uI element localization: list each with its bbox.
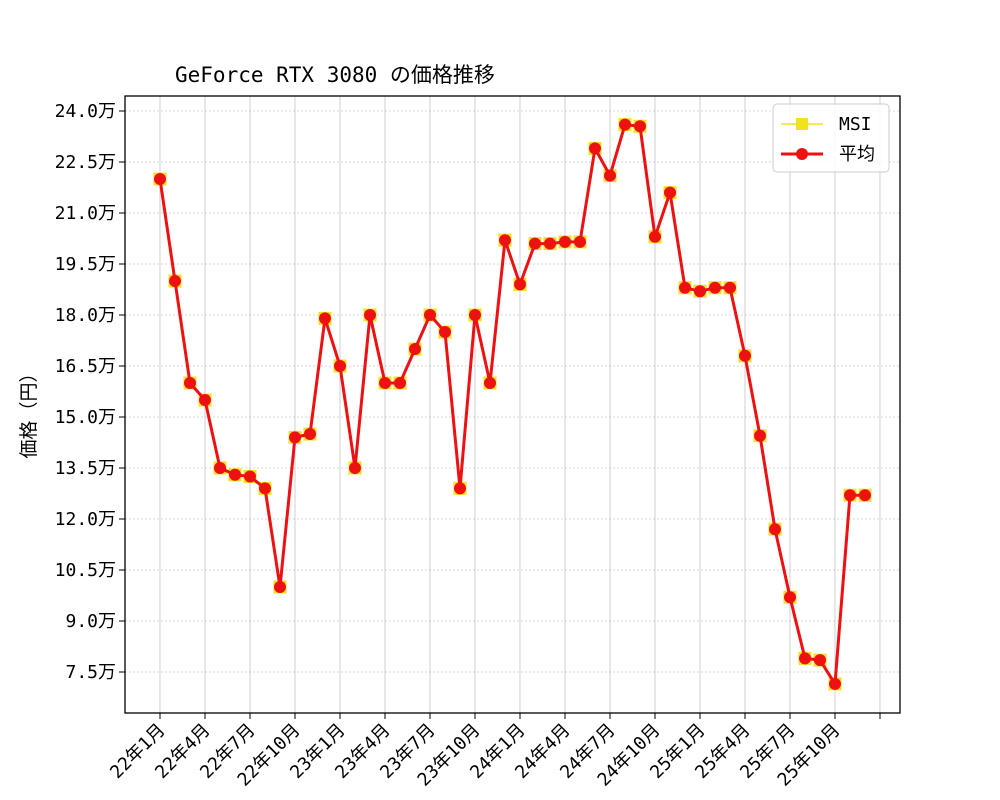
data-point-average	[679, 281, 691, 294]
data-point-average	[214, 462, 226, 474]
y-tick-label: 13.5万	[55, 458, 116, 479]
data-point-average	[739, 349, 751, 362]
data-point-average	[844, 489, 856, 502]
y-tick-label: 16.5万	[55, 356, 116, 377]
data-point-average	[709, 281, 721, 294]
x-axis-ticks: 22年1月22年4月22年7月22年10月23年1月23年4月23年7月23年1…	[106, 713, 881, 791]
y-tick-label: 12.0万	[55, 509, 116, 530]
data-point-average	[439, 326, 451, 338]
data-point-average	[544, 237, 556, 250]
data-point-average	[829, 677, 841, 690]
y-tick-label: 15.0万	[55, 407, 116, 428]
data-point-average	[469, 309, 481, 321]
data-point-average	[664, 186, 676, 199]
data-point-average	[274, 581, 286, 593]
y-tick-label: 21.0万	[55, 203, 116, 224]
data-point-average	[859, 489, 871, 502]
data-point-average	[649, 230, 661, 243]
data-point-average	[289, 431, 301, 444]
series-line-msi	[159, 123, 865, 685]
data-point-average	[184, 377, 196, 389]
data-point-average	[319, 312, 331, 325]
data-point-average	[574, 235, 586, 248]
data-point-average	[814, 654, 826, 667]
y-axis-label: 価格（円）	[18, 363, 40, 458]
legend-label-msi: MSI	[839, 114, 872, 135]
data-point-average	[454, 482, 466, 495]
y-tick-label: 19.5万	[55, 254, 116, 275]
data-point-average	[424, 309, 436, 321]
data-point-average	[799, 652, 811, 665]
series-layer	[153, 118, 872, 691]
data-point-average	[199, 394, 211, 406]
data-point-average	[499, 234, 511, 247]
data-point-average	[484, 377, 496, 389]
data-point-average	[514, 278, 526, 291]
data-point-average	[169, 275, 181, 287]
data-point-average	[589, 142, 601, 155]
data-point-average	[694, 285, 706, 298]
legend-label-average: 平均	[839, 144, 875, 165]
data-point-average	[349, 462, 361, 474]
data-point-average	[244, 470, 256, 483]
data-point-average	[754, 429, 766, 442]
legend: MSI 平均	[772, 103, 890, 173]
data-point-average	[724, 281, 736, 294]
data-point-average	[154, 173, 166, 185]
chart-title: GeForce RTX 3080 の価格推移	[175, 63, 495, 87]
data-point-average	[229, 468, 241, 481]
data-point-average	[379, 377, 391, 389]
y-tick-label: 22.5万	[55, 152, 116, 173]
y-axis-ticks: 7.5万 9.0万 10.5万 12.0万 13.5万 15.0万 16.5万 18.0万 19…	[55, 101, 125, 683]
data-point-average	[364, 309, 376, 321]
data-point-average	[409, 343, 421, 355]
y-tick-label: 7.5万	[65, 662, 116, 683]
plot-frame	[124, 95, 901, 714]
x-gridlines	[159, 96, 881, 713]
y-tick-label: 9.0万	[65, 611, 116, 632]
y-tick-label: 18.0万	[55, 305, 116, 326]
y-tick-label: 24.0万	[55, 101, 116, 122]
data-point-average	[259, 482, 271, 495]
data-point-average	[529, 237, 541, 250]
y-gridlines	[125, 110, 900, 673]
series-line-average	[158, 123, 865, 686]
data-point-average	[394, 377, 406, 389]
data-point-average	[559, 235, 571, 248]
data-point-average	[634, 120, 646, 133]
y-tick-label: 10.5万	[55, 560, 116, 581]
legend-marker-msi	[796, 118, 808, 130]
legend-marker-average	[796, 148, 808, 160]
data-point-average	[604, 169, 616, 182]
data-point-average	[784, 591, 796, 604]
data-point-average	[334, 360, 346, 372]
data-point-average	[769, 523, 781, 536]
data-point-average	[304, 428, 316, 440]
data-point-average	[619, 118, 631, 131]
